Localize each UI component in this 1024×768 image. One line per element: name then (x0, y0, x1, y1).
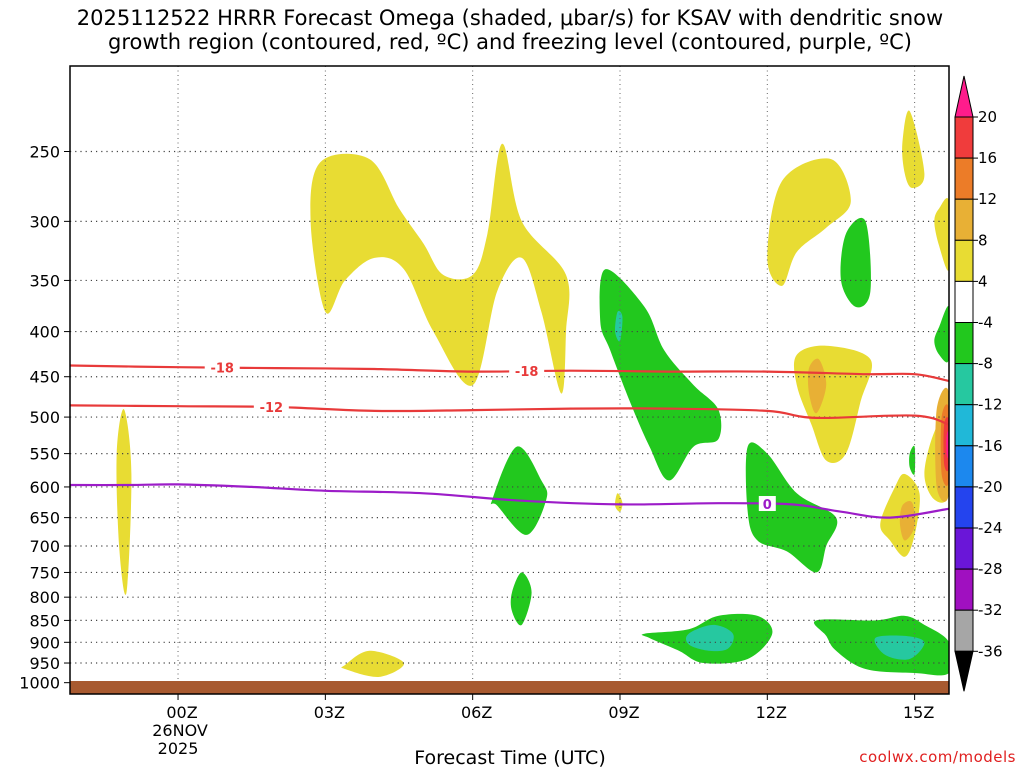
colorbar: 20 16 12 8 4 -4 -8 -12 -16 -20 -24 -28 -32 -36 (954, 75, 1003, 692)
xtick-year: 2025 (158, 739, 199, 758)
contour-label-bg (204, 359, 240, 375)
ytick-label-850: 850 (29, 611, 60, 630)
colorbar-segment (954, 486, 974, 529)
omega-region-2 (341, 650, 405, 677)
source-credit: coolwx.com/models (859, 748, 1016, 766)
contour--12 (70, 404, 949, 426)
colorbar-label-20: 20 (978, 108, 997, 126)
colorbar-segment (954, 609, 974, 652)
x-axis-title: Forecast Time (UTC) (414, 747, 605, 768)
omega-shading (116, 110, 949, 677)
colorbar-label-12: 12 (978, 190, 997, 208)
colorbar-label--8: -8 (978, 355, 993, 373)
colorbar-label--24: -24 (978, 519, 1003, 537)
ytick-label-300: 300 (29, 212, 60, 231)
pressure-gridlines (70, 150, 949, 664)
ytick-label-600: 600 (29, 478, 60, 497)
omega-region-23 (874, 635, 925, 660)
colorbar-label--36: -36 (978, 642, 1003, 660)
colorbar-label--28: -28 (978, 560, 1003, 578)
ytick-label-750: 750 (29, 563, 60, 582)
contour-label-bg (253, 398, 289, 414)
terrain-strip (70, 681, 949, 694)
xtick-label-09Z: 09Z (608, 703, 639, 722)
ytick-label-250: 250 (29, 142, 60, 161)
colorbar-segment (954, 445, 974, 488)
contour-0 (70, 483, 949, 519)
colorbar-label--12: -12 (978, 396, 1003, 414)
omega-region-0 (116, 409, 132, 595)
ytick-label-1000: 1000 (19, 674, 60, 693)
colorbar-segment (954, 198, 974, 241)
contour-label--18: -18 (210, 362, 234, 377)
xtick-label-06Z: 06Z (461, 703, 492, 722)
ytick-label-650: 650 (29, 509, 60, 528)
colorbar-label--4: -4 (978, 314, 993, 332)
contour-label-bg (509, 363, 545, 379)
chart-title: 2025112522 HRRR Forecast Omega (shaded, … (0, 6, 1020, 54)
colorbar-segment (954, 157, 974, 200)
colorbar-segment (954, 568, 974, 611)
ytick-label-900: 900 (29, 633, 60, 652)
pressure-axis-labels: 250 300 350 400 450 500 550 600 650 700 750 800 850 9… (19, 142, 70, 693)
temperature-contours: -18 -18 -12 0 (70, 359, 949, 519)
omega-region-3 (767, 158, 851, 286)
colorbar-segment (954, 404, 974, 447)
omega-region-1 (310, 143, 570, 394)
omega-region-10 (899, 501, 916, 541)
xtick-label-15Z: 15Z (903, 703, 934, 722)
ytick-label-800: 800 (29, 588, 60, 607)
colorbar-label-8: 8 (978, 231, 988, 249)
ytick-label-500: 500 (29, 408, 60, 427)
omega-region-4 (902, 110, 925, 188)
contour-label-0: 0 (763, 498, 772, 513)
ytick-label-400: 400 (29, 323, 60, 342)
colorbar-segment (954, 239, 974, 282)
colorbar-label--32: -32 (978, 601, 1003, 619)
colorbar-label--16: -16 (978, 437, 1003, 455)
omega-region-16 (745, 442, 838, 573)
ytick-label-550: 550 (29, 445, 60, 464)
ytick-label-450: 450 (29, 368, 60, 387)
colorbar-segment (954, 363, 974, 406)
contour-label--18: -18 (515, 365, 539, 380)
colorbar-label-4: 4 (978, 272, 988, 290)
omega-region-17 (840, 217, 871, 308)
xtick-date: 26NOV (152, 721, 208, 740)
colorbar-segment (954, 527, 974, 570)
omega-region-5 (934, 197, 949, 271)
omega-region-13 (615, 310, 623, 342)
omega-region-21 (685, 624, 734, 652)
colorbar-segment (954, 322, 974, 365)
ytick-label-700: 700 (29, 537, 60, 556)
contour-label-bg (758, 496, 776, 512)
omega-region-12 (599, 269, 722, 481)
title-line-2: growth region (contoured, red, ºC) and f… (108, 30, 912, 54)
omega-region-19 (909, 445, 916, 475)
colorbar-bottom-arrow (954, 650, 974, 692)
ytick-label-350: 350 (29, 271, 60, 290)
omega-region-15 (510, 572, 532, 626)
title-line-1: 2025112522 HRRR Forecast Omega (shaded, … (76, 6, 944, 30)
ytick-label-950: 950 (29, 654, 60, 673)
xtick-label-12Z: 12Z (756, 703, 787, 722)
colorbar-label-16: 16 (978, 149, 997, 167)
colorbar-segment (954, 280, 974, 323)
xtick-label-03Z: 03Z (314, 703, 345, 722)
contour-label--12: -12 (260, 401, 284, 416)
colorbar-top-arrow (954, 75, 974, 118)
omega-region-14 (490, 446, 548, 535)
omega-region-11 (615, 493, 623, 512)
omega-region-18 (934, 305, 949, 363)
colorbar-segment (954, 116, 974, 159)
colorbar-label--20: -20 (978, 478, 1003, 496)
plot-frame (69, 65, 950, 695)
xtick-label-00Z: 00Z (166, 703, 197, 722)
